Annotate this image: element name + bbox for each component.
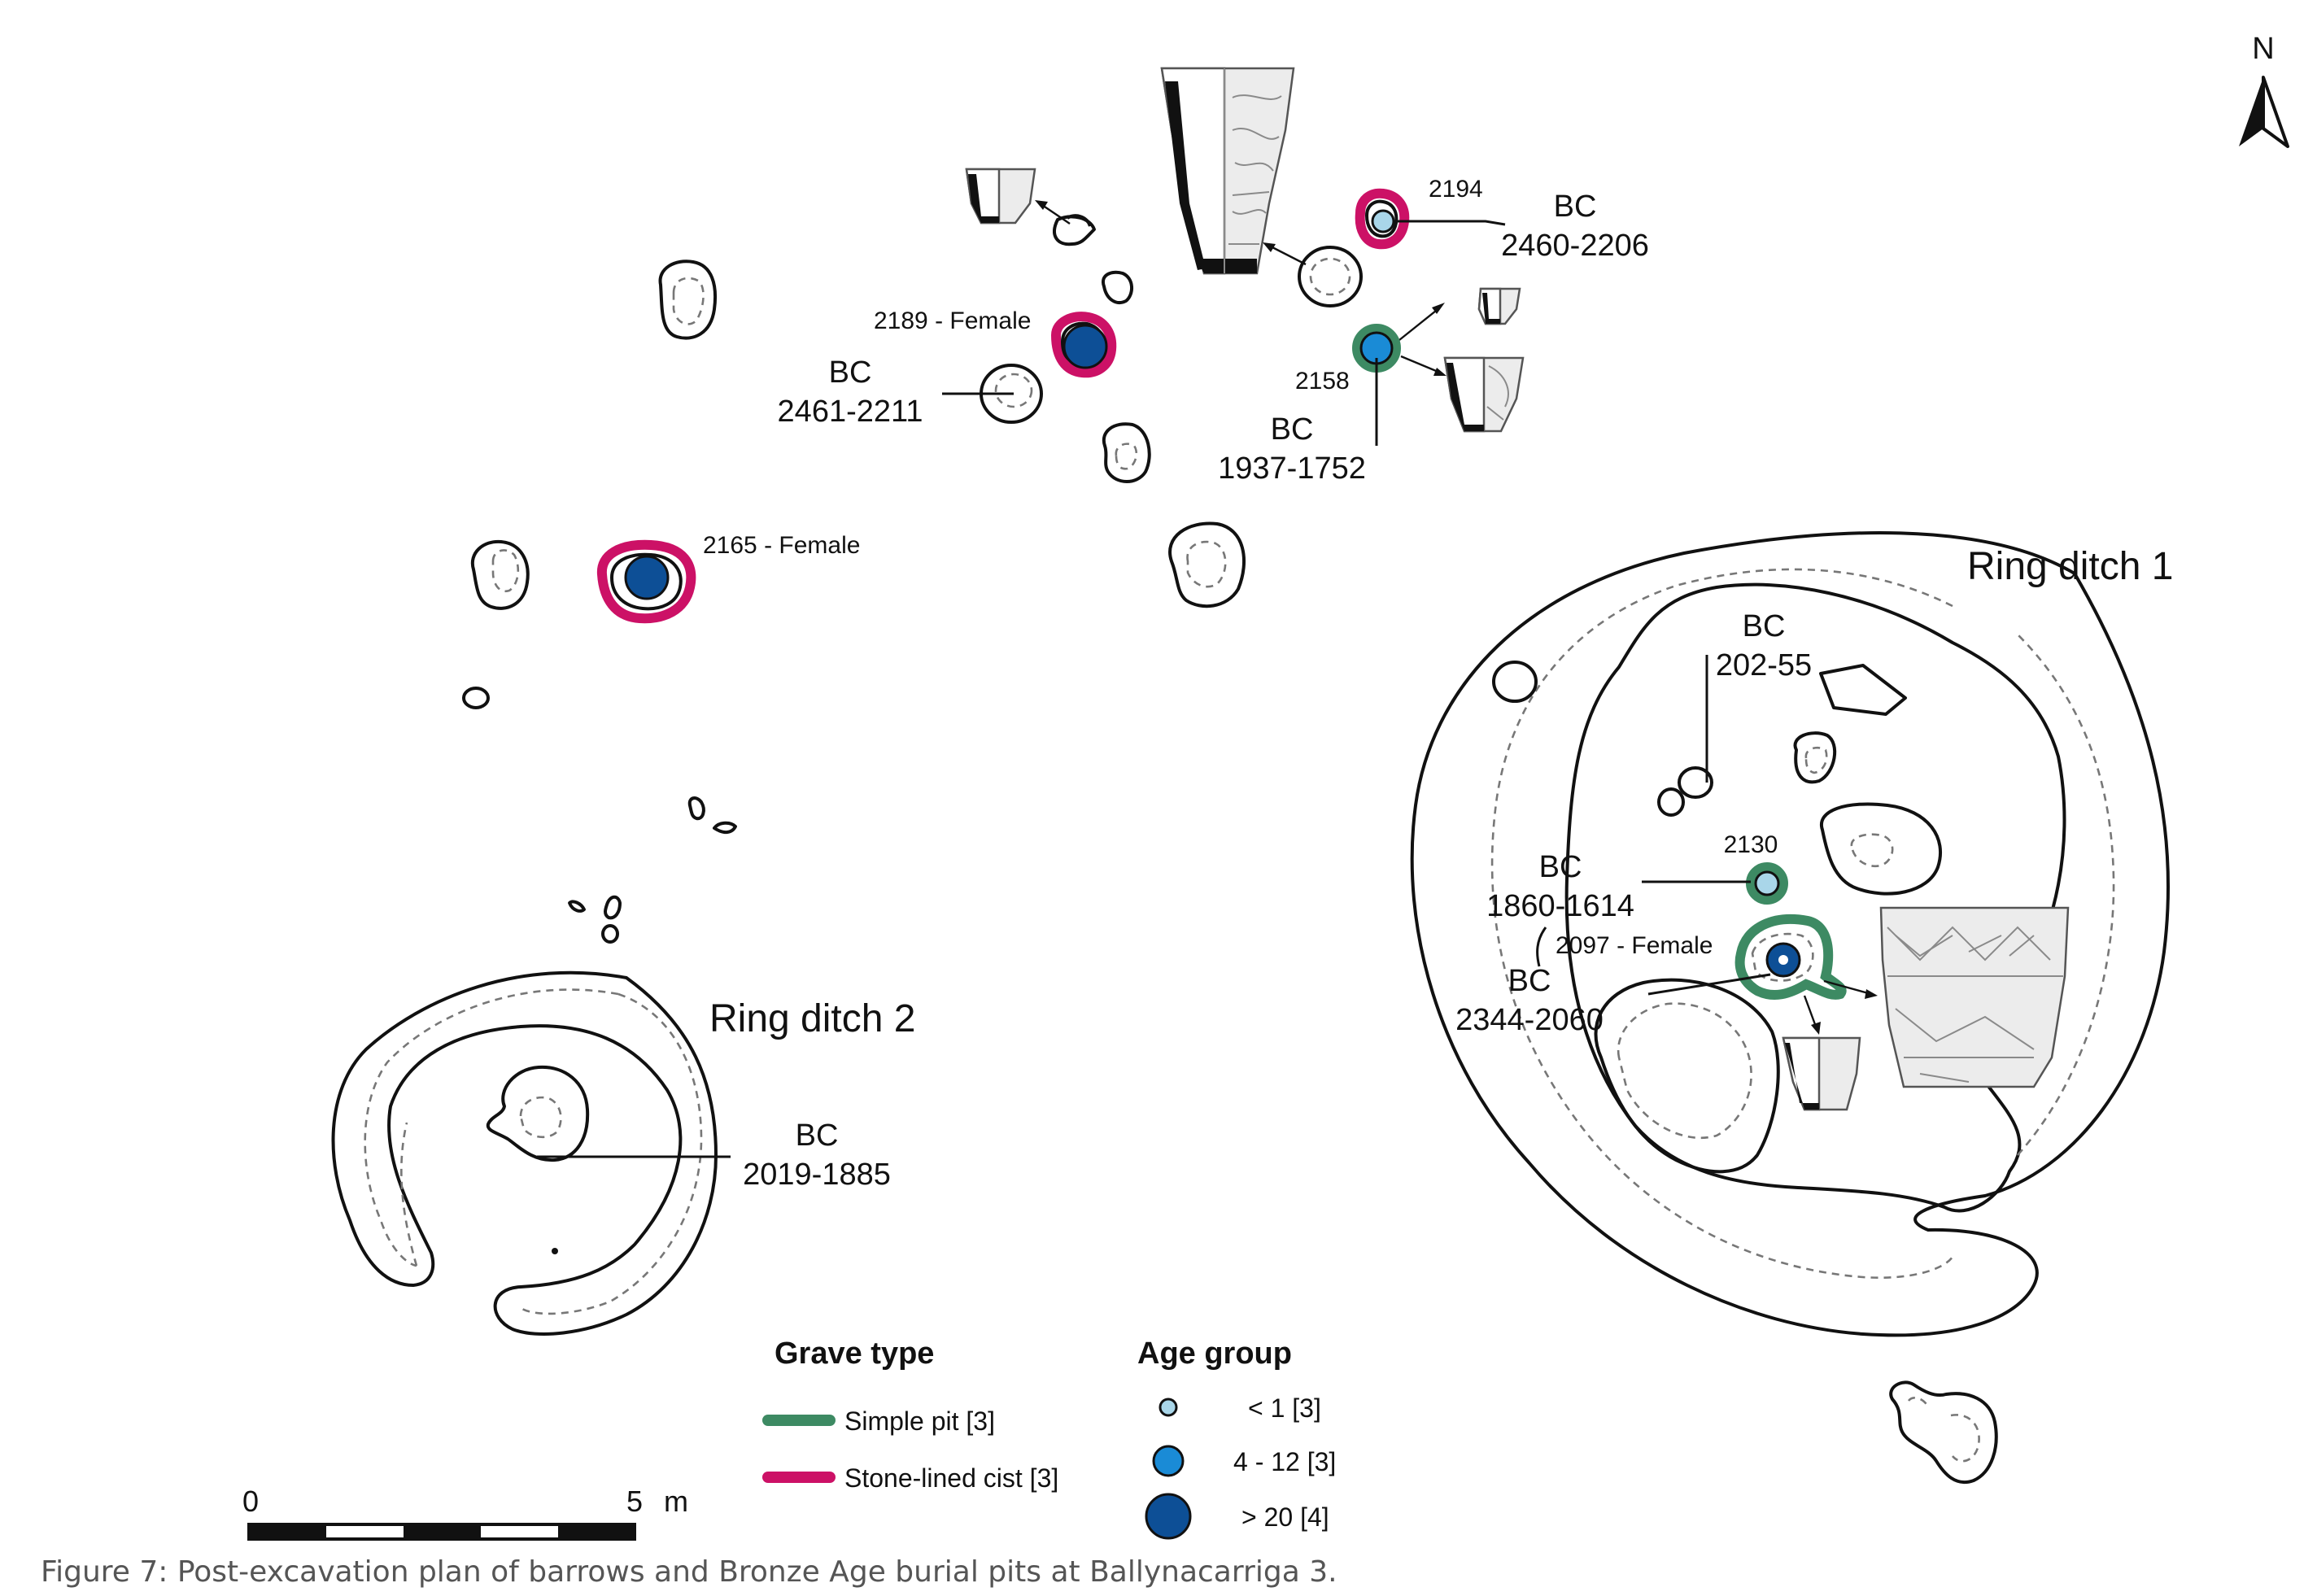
legend-cist-label: Stone-lined cist [3] [844,1463,1058,1493]
legend-age-group: Age group < 1 [3] 4 - 12 [3] > 20 [4] [1137,1337,1336,1540]
burial-2194-label: 2194 [1429,176,1483,203]
date-2194-bc: BC [1554,190,1597,224]
pottery-vessel-icon [965,67,1525,433]
date-2158-bc: BC [1271,412,1314,447]
legend-age-child-swatch [1152,1445,1185,1477]
ring-ditch-1: Ring ditch 1 BC 202-55 [1410,531,2173,1337]
burial-2158-label: 2158 [1295,368,1350,395]
burial-2158: 2158 BC 1937-1752 [1218,324,1401,486]
date-2130-range: 1860-1614 [1486,889,1634,923]
pottery-arrows-north [1035,200,1446,376]
date-2019-range: 2019-1885 [743,1158,891,1192]
pottery-vessel-icon [1782,906,2070,1111]
date-2019-bc: BC [796,1119,839,1153]
burial-2130-label: 2130 [1724,831,1778,858]
scale-end: 5 [626,1485,643,1518]
burial-2189-label: 2189 - Female [874,307,1031,334]
date-2097-bc: BC [1508,964,1551,998]
legend-grave-type: Grave type Simple pit [3] Stone-lined ci… [762,1337,1058,1493]
legend-age-group-title: Age group [1137,1337,1292,1371]
date-202-bc: BC [1743,609,1786,643]
north-label: N [2252,32,2274,66]
legend-age-infant-label: < 1 [3] [1248,1393,1321,1423]
north-features [462,214,1363,944]
legend-grave-type-title: Grave type [775,1337,934,1371]
burial-2097-label: 2097 - Female [1556,932,1713,959]
scale-unit: m [664,1485,688,1518]
date-2189-bc: BC [829,355,872,390]
legend-age-child-label: 4 - 12 [3] [1233,1447,1336,1476]
legend-simple-pit-label: Simple pit [3] [844,1406,995,1436]
date-2130-bc: BC [1539,850,1582,884]
ring-ditch-2-label: Ring ditch 2 [709,997,915,1040]
scale-bar: 0 5 m [242,1485,688,1541]
scale-start: 0 [242,1485,259,1518]
north-arrow-icon: N [2239,32,2289,148]
burial-2165-label: 2165 - Female [703,532,860,559]
legend-age-adult-label: > 20 [4] [1241,1502,1329,1532]
date-2158-range: 1937-1752 [1218,451,1366,486]
date-2189-range: 2461-2211 [778,395,923,429]
legend-age-adult-swatch [1145,1493,1192,1540]
legend-age-infant-swatch [1158,1398,1178,1417]
burial-2194: 2194 BC 2460-2206 [1355,176,1649,263]
ring-ditch-2: Ring ditch 2 BC 2019-1885 [331,970,915,1336]
figure-caption: Figure 7: Post-excavation plan of barrow… [41,1555,1337,1589]
burial-2189: 2189 - Female BC 2461-2211 [778,307,1117,429]
date-202-range: 202-55 [1716,648,1812,682]
burial-2165: 2165 - Female [596,532,860,624]
burial-2097: 2097 - Female BC 2344-2060 [1455,914,1878,1037]
ring-ditch-1-label: Ring ditch 1 [1967,545,2173,588]
date-2097-range: 2344-2060 [1455,1003,1604,1037]
feature-southeast [1889,1380,1998,1484]
burial-2130: 2130 BC 1860-1614 [1486,831,1788,923]
date-2194-range: 2460-2206 [1501,229,1649,263]
